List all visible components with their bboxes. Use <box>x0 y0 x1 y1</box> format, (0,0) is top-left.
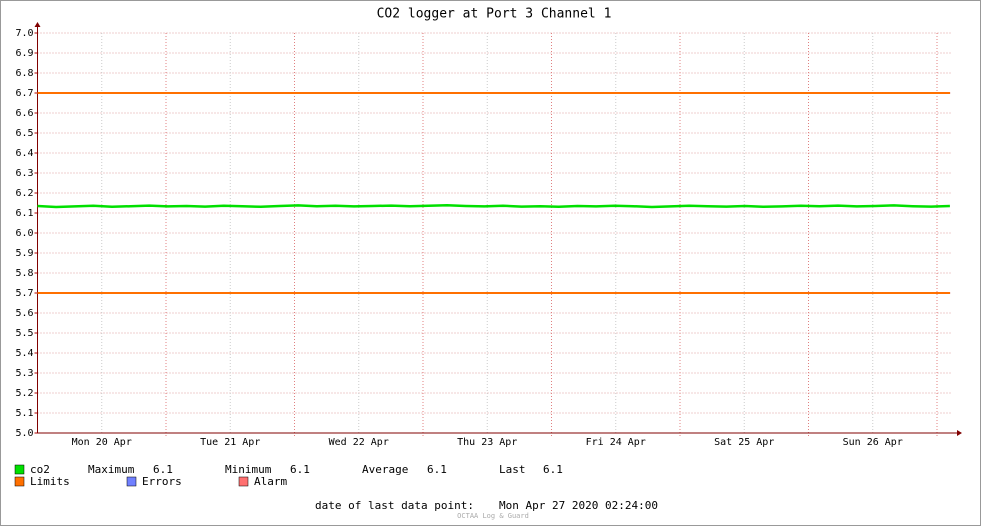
y-tick-label: 5.2 <box>15 388 33 399</box>
y-tick-label: 7.0 <box>15 28 33 39</box>
y-tick-label: 5.8 <box>15 268 33 279</box>
x-tick-label: Thu 23 Apr <box>457 437 517 448</box>
y-tick-label: 6.9 <box>15 48 33 59</box>
watermark: OCTAA Log & Guard <box>457 512 529 520</box>
legend-swatch <box>126 476 137 487</box>
y-tick-label: 5.6 <box>15 308 33 319</box>
stat-label: Average <box>362 463 408 476</box>
y-tick-label: 5.9 <box>15 248 33 259</box>
y-tick-label: 5.5 <box>15 328 33 339</box>
legend-label: co2 <box>30 463 50 476</box>
y-tick-label: 6.2 <box>15 188 33 199</box>
legend-label: Errors <box>142 475 182 488</box>
y-axis-arrow <box>34 22 41 27</box>
stat-value: 6.1 <box>427 463 447 476</box>
x-tick-label: Wed 22 Apr <box>329 437 389 448</box>
legend-label: Limits <box>30 475 70 488</box>
stat-value: 6.1 <box>290 463 310 476</box>
legend-label: Alarm <box>254 475 287 488</box>
y-tick-label: 5.7 <box>15 288 33 299</box>
x-tick-label: Sat 25 Apr <box>714 437 774 448</box>
x-tick-label: Mon 20 Apr <box>72 437 132 448</box>
y-tick-label: 6.7 <box>15 88 33 99</box>
stat-label: Maximum <box>88 463 135 476</box>
y-tick-label: 5.1 <box>15 408 33 419</box>
legend-swatch <box>14 464 25 475</box>
y-tick-label: 6.1 <box>15 208 33 219</box>
footer-label: date of last data point: <box>315 499 474 512</box>
data-line <box>37 203 950 209</box>
y-tick-label: 6.4 <box>15 148 33 159</box>
legend-swatch <box>14 476 25 487</box>
x-tick-label: Tue 21 Apr <box>200 437 260 448</box>
x-tick-label: Fri 24 Apr <box>586 437 646 448</box>
y-tick-label: 6.8 <box>15 68 33 79</box>
x-tick-label: Sun 26 Apr <box>843 437 903 448</box>
stat-label: Minimum <box>225 463 272 476</box>
y-tick-label: 6.0 <box>15 228 33 239</box>
stat-value: 6.1 <box>153 463 173 476</box>
y-tick-label: 5.0 <box>15 428 33 439</box>
y-tick-label: 5.3 <box>15 368 33 379</box>
stat-label: Last <box>499 463 526 476</box>
y-tick-label: 6.5 <box>15 128 33 139</box>
legend-swatch <box>238 476 249 487</box>
y-tick-label: 6.6 <box>15 108 33 119</box>
y-tick-label: 5.4 <box>15 348 33 359</box>
stat-value: 6.1 <box>543 463 563 476</box>
y-tick-label: 6.3 <box>15 168 33 179</box>
footer-value: Mon Apr 27 2020 02:24:00 <box>499 499 658 512</box>
chart-title: CO2 logger at Port 3 Channel 1 <box>377 7 612 22</box>
x-axis-arrow <box>957 430 962 436</box>
